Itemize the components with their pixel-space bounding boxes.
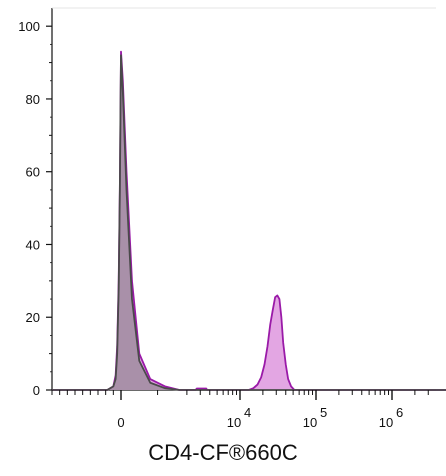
y-tick-label: 60 xyxy=(26,165,40,180)
x-tick-exponent: 6 xyxy=(396,405,403,420)
x-tick-label: 10 xyxy=(303,415,317,430)
y-tick-label: 20 xyxy=(26,310,40,325)
series-0-line xyxy=(52,50,446,391)
x-tick-exponent: 5 xyxy=(320,405,327,420)
y-tick-label: 0 xyxy=(33,383,40,398)
series-1-area xyxy=(52,55,446,390)
x-tick-exponent: 4 xyxy=(244,405,251,420)
series-group xyxy=(52,50,446,391)
y-tick-label: 100 xyxy=(18,19,40,34)
x-tick-label: 10 xyxy=(379,415,393,430)
plot-area xyxy=(51,7,436,391)
y-tick-label: 80 xyxy=(26,92,40,107)
x-axis-label: CD4-CF®660C xyxy=(148,440,298,465)
x-tick-label: 0 xyxy=(117,415,124,430)
y-tick-label: 40 xyxy=(26,237,40,252)
series-0-area xyxy=(52,51,446,390)
axes: 0204060801000104105106107 xyxy=(18,19,429,430)
x-tick-label: 10 xyxy=(227,415,241,430)
series-1-line xyxy=(52,54,446,391)
